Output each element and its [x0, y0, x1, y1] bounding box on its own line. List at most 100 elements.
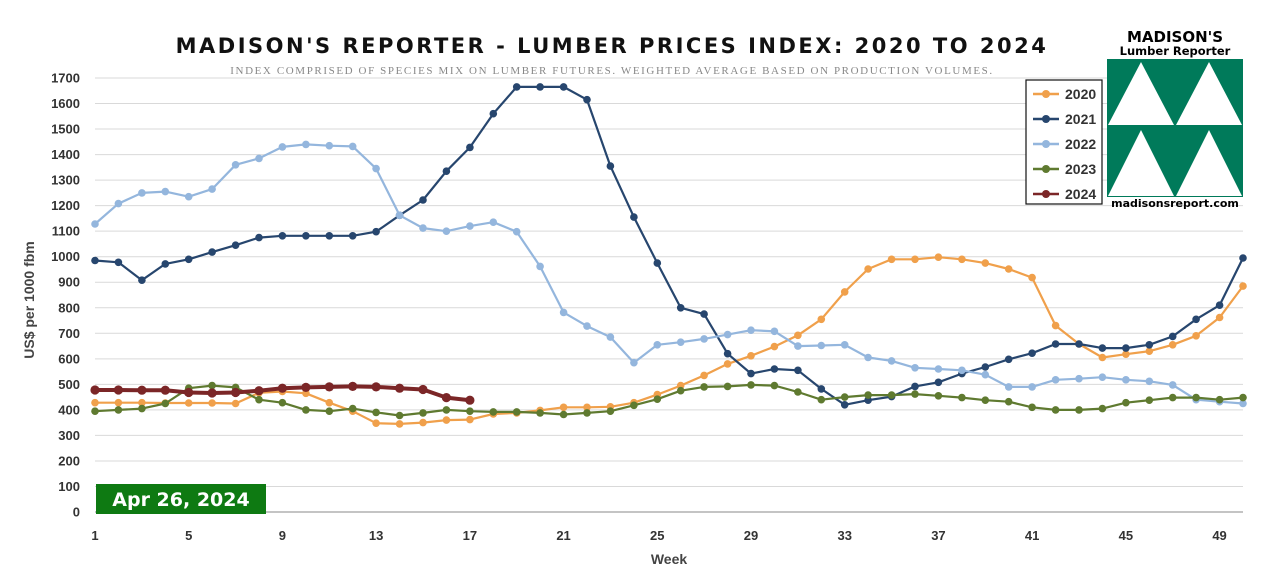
data-point — [559, 308, 568, 317]
data-point — [184, 399, 193, 407]
data-point — [606, 407, 615, 416]
legend-swatch-marker — [1042, 190, 1050, 198]
data-point — [372, 408, 380, 417]
series-2024 — [90, 381, 475, 405]
data-point — [160, 385, 170, 395]
data-point — [324, 382, 334, 392]
data-point — [887, 255, 896, 264]
data-point — [1004, 397, 1013, 406]
data-point — [208, 399, 216, 407]
data-point — [138, 189, 146, 197]
logo-subtitle: Lumber Reporter — [1120, 44, 1231, 58]
data-point — [114, 406, 123, 414]
data-point — [770, 327, 779, 336]
logo-name: MADISON'S — [1127, 28, 1223, 46]
series-line-2023 — [94, 383, 1244, 417]
data-point — [371, 382, 381, 392]
data-point — [747, 326, 755, 335]
x-axis-label: Week — [651, 551, 688, 567]
data-point — [1145, 341, 1154, 349]
data-point — [1192, 315, 1200, 324]
data-point — [536, 83, 544, 91]
series-line-2022 — [94, 143, 1244, 405]
data-point — [840, 401, 849, 409]
date-badge: Apr 26, 2024 — [96, 484, 266, 514]
data-point — [138, 398, 146, 407]
data-point — [1075, 340, 1083, 348]
data-point — [114, 398, 123, 407]
data-point — [512, 83, 521, 91]
date-badge-text: Apr 26, 2024 — [112, 489, 249, 511]
data-point — [700, 310, 708, 318]
y-tick-label: 700 — [58, 326, 80, 341]
logo-tree-mark-icon — [1107, 59, 1243, 197]
data-point — [419, 196, 427, 204]
data-point — [1051, 376, 1060, 384]
legend-label: 2024 — [1065, 186, 1096, 202]
data-point — [419, 409, 427, 417]
data-point — [512, 227, 521, 236]
data-point — [864, 353, 872, 362]
data-point — [184, 387, 194, 398]
data-point — [559, 403, 568, 412]
data-point — [489, 109, 498, 118]
data-point — [395, 420, 404, 428]
data-point — [208, 248, 216, 256]
data-point — [981, 396, 990, 405]
data-point — [676, 338, 685, 347]
data-point — [653, 395, 662, 404]
data-point — [981, 363, 990, 371]
x-tick-label: 41 — [1025, 528, 1039, 543]
y-tick-label: 1100 — [52, 224, 80, 239]
legend-item-2024: 2024 — [1033, 186, 1096, 202]
data-point — [465, 395, 475, 405]
legend-item-2020: 2020 — [1033, 86, 1096, 102]
data-point — [1168, 393, 1177, 402]
chart-subtitle: INDEX COMPRISED OF SPECIES MIX ON LUMBER… — [230, 65, 993, 77]
data-point — [1168, 381, 1177, 389]
data-point — [489, 408, 498, 416]
data-point — [1239, 393, 1247, 402]
data-point — [442, 416, 451, 424]
data-point — [747, 369, 755, 378]
data-point — [231, 399, 240, 408]
data-point — [840, 393, 849, 401]
data-point — [536, 409, 544, 417]
x-tick-label: 37 — [931, 528, 945, 543]
legend-label: 2021 — [1065, 111, 1096, 127]
data-point — [395, 411, 404, 420]
data-point — [442, 227, 451, 235]
y-tick-label: 1700 — [51, 71, 80, 86]
data-point — [911, 382, 919, 391]
data-point — [1004, 265, 1013, 273]
x-tick-label: 45 — [1119, 528, 1133, 543]
legend-item-2023: 2023 — [1033, 161, 1096, 177]
data-point — [1098, 353, 1107, 362]
data-point — [138, 404, 146, 413]
legend-swatch-marker — [1042, 90, 1050, 98]
data-point — [419, 418, 427, 427]
data-point — [114, 258, 123, 267]
legend: 2020 2021 2022 2023 2024 — [1025, 79, 1103, 205]
y-tick-label: 1000 — [51, 249, 80, 264]
data-point — [208, 185, 216, 193]
series-2023 — [91, 381, 1247, 420]
data-point — [1098, 373, 1107, 382]
data-point — [723, 382, 732, 391]
series-line-2021 — [94, 85, 1244, 406]
series-2021 — [91, 83, 1247, 409]
data-point — [231, 241, 240, 249]
data-point — [466, 415, 474, 424]
y-tick-label: 0 — [73, 505, 80, 520]
data-point — [161, 187, 170, 196]
data-point — [489, 218, 498, 226]
y-tick-label: 900 — [58, 275, 80, 290]
data-point — [700, 371, 708, 380]
data-point — [1215, 313, 1224, 322]
data-point — [91, 398, 99, 407]
logo-url: madisonsreport.com — [1111, 197, 1239, 210]
series-line-2020 — [95, 256, 1244, 425]
x-tick-label: 1 — [91, 528, 98, 543]
data-point — [325, 398, 334, 407]
data-point — [277, 383, 287, 393]
